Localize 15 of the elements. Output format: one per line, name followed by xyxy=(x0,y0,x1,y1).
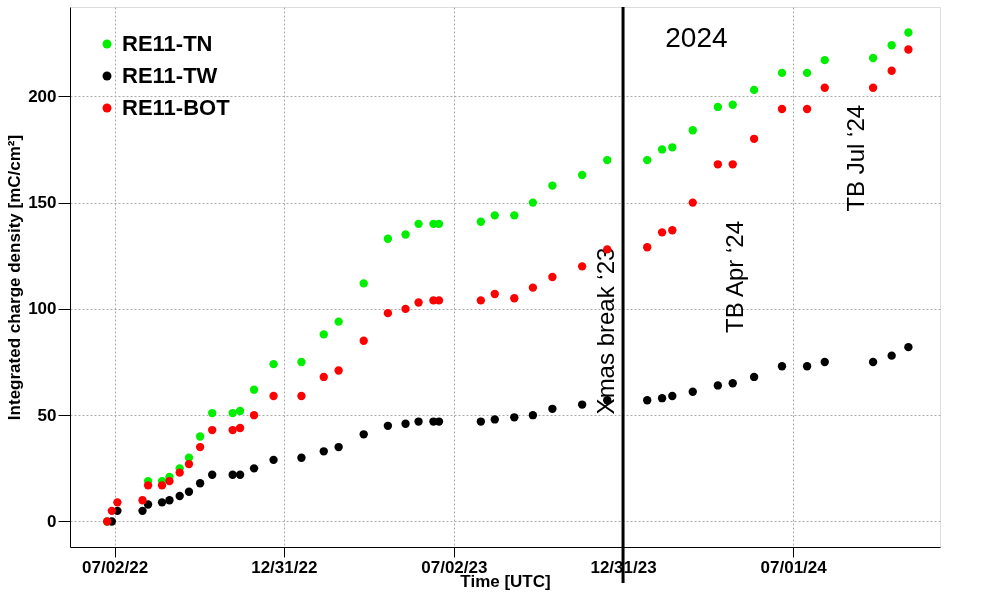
x-tick-label: 07/01/24 xyxy=(760,557,828,577)
y-tick-label: 150 xyxy=(28,193,57,213)
y-tick-label: 0 xyxy=(47,511,57,531)
annotation: TB Jul ‘24 xyxy=(842,104,870,212)
x-tick-label: 12/31/22 xyxy=(251,557,318,577)
legend-label: RE11-TN xyxy=(122,31,213,56)
y-tick-label: 100 xyxy=(28,299,57,319)
y-tick-label: 50 xyxy=(37,405,57,425)
legend-label: RE11-BOT xyxy=(122,95,231,120)
annotation: TB Apr ‘24 xyxy=(720,220,748,334)
y-tick-label: 200 xyxy=(28,86,57,106)
annotation: 2024 xyxy=(665,22,728,54)
y-axis-title: Integrated charge density [mC/cm²] xyxy=(5,134,25,421)
legend-label: RE11-TW xyxy=(122,63,218,88)
x-tick-label: 07/02/22 xyxy=(82,557,149,577)
